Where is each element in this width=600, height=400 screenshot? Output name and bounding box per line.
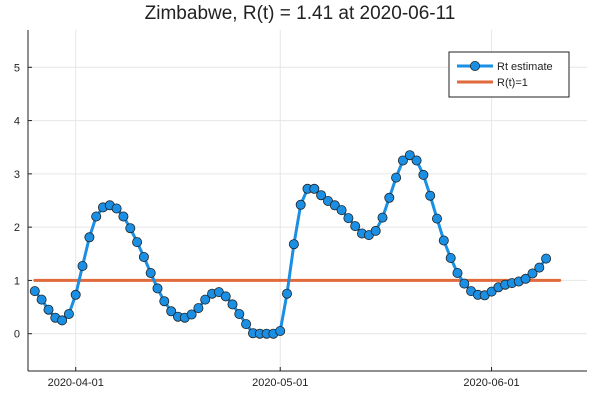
rt-estimate-point [70, 289, 81, 300]
rt-estimate-point [152, 283, 163, 294]
y-tick-label: 5 [14, 62, 20, 74]
rt-estimate-point [329, 200, 340, 211]
rt-estimate-point [234, 308, 245, 319]
rt-estimate-point [541, 253, 552, 264]
rt-estimate-point [534, 262, 545, 273]
rt-estimate-point [200, 294, 211, 305]
rt-estimate-point [391, 172, 402, 183]
rt-estimate-point [84, 232, 95, 243]
rt-estimate-point [452, 267, 463, 278]
rt-estimate-point [36, 294, 47, 305]
rt-estimate-point [159, 296, 170, 307]
rt-estimate-point [309, 183, 320, 194]
rt-estimate-point [418, 169, 429, 180]
rt-estimate-point [397, 155, 408, 166]
rt-estimate-line [33, 153, 548, 336]
rt-estimate-point [438, 235, 449, 246]
rt-estimate-point [336, 205, 347, 216]
rt-estimate-point [459, 278, 470, 289]
rt-estimate-point [77, 260, 88, 271]
rt-estimate-point [227, 299, 238, 310]
rt-estimate-point [29, 286, 40, 297]
rt-estimate-point [166, 306, 177, 317]
rt-estimate-point [63, 308, 74, 319]
series-layer [33, 153, 548, 336]
rt-estimate-point [220, 291, 231, 302]
rt-estimate-point [295, 199, 306, 210]
legend-ref-label: R(t)=1 [497, 77, 528, 89]
y-tick-label: 0 [14, 329, 20, 341]
rt-estimate-point [316, 190, 327, 201]
y-tick-label: 2 [14, 222, 20, 234]
legend-rt-marker [469, 61, 480, 72]
rt-estimate-point [43, 304, 54, 315]
legend-box [448, 51, 570, 98]
rt-estimate-point [193, 303, 204, 314]
chart-title: Zimbabwe, R(t) = 1.41 at 2020-06-11 [145, 3, 456, 24]
rt-estimate-point [275, 325, 286, 336]
rt-estimate-point [425, 190, 436, 201]
rt-estimate-point [138, 251, 149, 262]
y-tick-label: 3 [14, 169, 20, 181]
rt-estimate-point [343, 213, 354, 224]
legend: Rt estimate R(t)=1 [448, 51, 570, 98]
x-tick-label: 2020-05-01 [252, 377, 308, 389]
legend-rt-label: Rt estimate [497, 61, 553, 73]
x-tick-label: 2020-04-01 [48, 377, 104, 389]
y-tick-label: 4 [14, 116, 20, 128]
rt-estimate-point [241, 319, 252, 330]
rt-estimate-point [132, 237, 143, 248]
rt-estimate-point [91, 211, 102, 222]
rt-estimate-point [186, 309, 197, 320]
rt-estimate-point [111, 203, 122, 214]
rt-estimate-point [125, 223, 136, 234]
y-tick-layer: 0 1 2 3 4 5 [14, 62, 32, 341]
rt-estimate-point [57, 315, 68, 326]
y-tick-label: 1 [14, 275, 20, 287]
rt-estimate-point [520, 273, 531, 284]
x-tick-layer: 2020-04-01 2020-05-01 2020-06-01 [48, 367, 520, 389]
x-tick-label: 2020-06-01 [463, 377, 519, 389]
rt-estimate-point [281, 288, 292, 299]
rt-estimate-point [288, 239, 299, 250]
rt-estimate-point [411, 155, 422, 166]
rt-estimate-point [145, 267, 156, 278]
rt-estimate-point [118, 211, 129, 222]
rt-estimate-point [350, 221, 361, 232]
rt-estimate-point [377, 212, 388, 223]
rt-estimate-point [404, 150, 415, 161]
points-layer [29, 150, 552, 339]
rt-estimate-point [370, 225, 381, 236]
rt-estimate-point [431, 213, 442, 224]
rt-estimate-point [527, 268, 538, 279]
rt-estimate-point [384, 192, 395, 203]
rt-estimate-point [445, 252, 456, 263]
